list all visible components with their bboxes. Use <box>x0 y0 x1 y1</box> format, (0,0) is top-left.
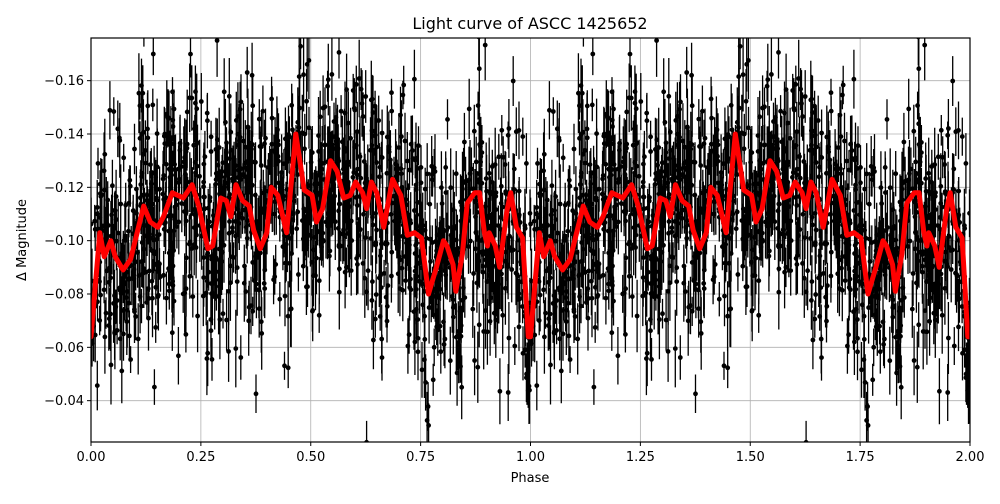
binned-model-line <box>91 131 970 340</box>
x-tick-label: 2.00 <box>956 450 985 465</box>
y-tick-label: −0.14 <box>44 128 84 143</box>
x-tick-label: 1.25 <box>626 450 655 465</box>
x-tick-label: 0.25 <box>186 450 215 465</box>
x-tick-label: 1.50 <box>736 450 765 465</box>
y-tick-label: −0.16 <box>44 74 84 89</box>
x-axis-ticks: 0.00 0.25 0.50 0.75 1.00 1.25 1.50 1.75 2.00 <box>77 442 985 465</box>
y-tick-label: −0.08 <box>44 288 84 303</box>
y-axis-label: Δ Magnitude <box>15 199 30 281</box>
x-tick-label: 0.00 <box>77 450 106 465</box>
y-tick-label: −0.06 <box>44 341 84 356</box>
x-tick-label: 0.50 <box>296 450 325 465</box>
y-tick-label: −0.10 <box>44 234 84 249</box>
x-tick-label: 1.00 <box>516 450 545 465</box>
y-axis-ticks: −0.16 −0.14 −0.12 −0.10 −0.08 −0.06 −0.04 <box>44 74 91 409</box>
model-curve <box>91 131 970 340</box>
x-axis-label: Phase <box>511 471 550 486</box>
y-tick-label: −0.12 <box>44 181 84 196</box>
y-tick-label: −0.04 <box>44 394 84 409</box>
data-markers <box>91 38 970 442</box>
x-tick-label: 0.75 <box>406 450 435 465</box>
chart-title: Light curve of ASCC 1425652 <box>412 14 647 33</box>
x-tick-label: 1.75 <box>846 450 875 465</box>
